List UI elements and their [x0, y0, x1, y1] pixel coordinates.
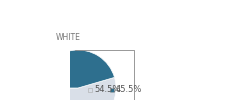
FancyBboxPatch shape	[88, 88, 92, 92]
Text: 45.5%: 45.5%	[116, 85, 142, 94]
Wedge shape	[40, 50, 114, 88]
Text: 54.5%: 54.5%	[94, 85, 120, 94]
FancyBboxPatch shape	[110, 88, 114, 92]
Text: WHITE: WHITE	[56, 34, 81, 42]
Wedge shape	[40, 77, 116, 100]
